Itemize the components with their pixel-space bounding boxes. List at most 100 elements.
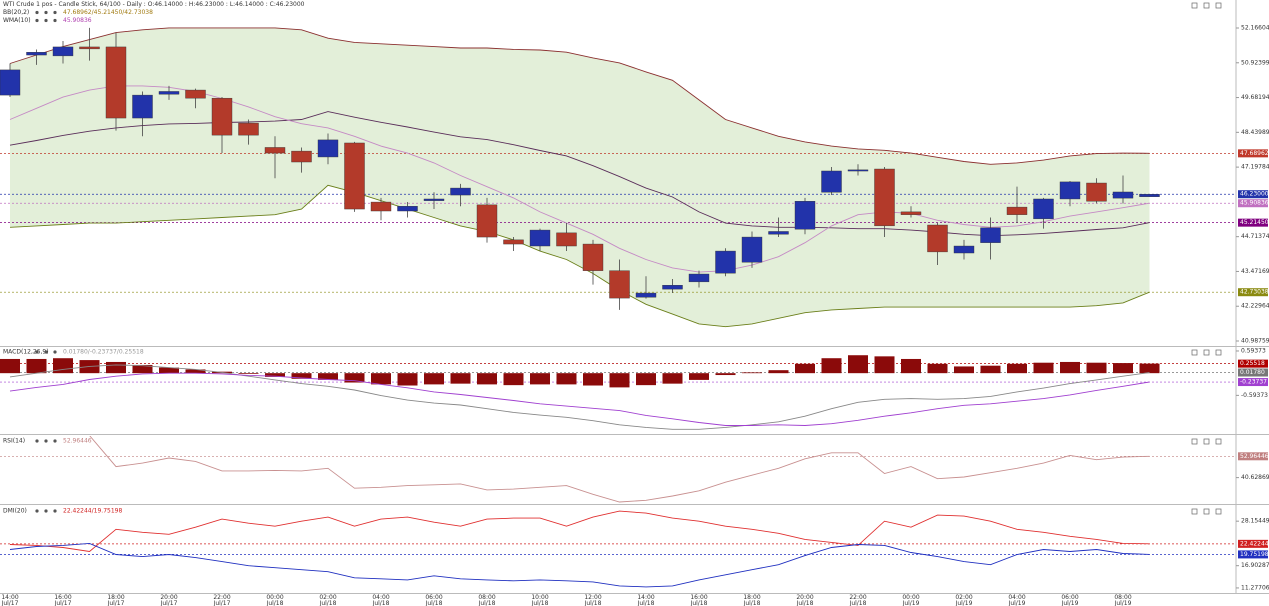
candle-body: [344, 142, 365, 210]
legend-icon-eye: [35, 18, 39, 23]
candle-body: [105, 46, 127, 119]
candle-body: [953, 245, 975, 254]
legend-icon-eye: [35, 439, 39, 443]
legend-icon-close: [44, 350, 48, 354]
indicator-name: MACD(12,26,9): [3, 349, 49, 356]
panel: [0, 436, 1235, 503]
indicator-name: BB(20,2): [3, 9, 29, 16]
candle-body: [1112, 191, 1134, 199]
histogram-bar: [980, 365, 1001, 374]
candle-body: [529, 229, 551, 247]
indicator-value: 52.96446: [63, 438, 92, 445]
indicator-line: [89, 436, 1150, 503]
histogram-bar: [132, 364, 153, 374]
x-tick-date: Jul/19: [955, 600, 973, 606]
panel-control: [1191, 349, 1198, 356]
candle-body: [476, 204, 498, 238]
x-tick-time: 16:00: [690, 594, 707, 601]
x-tick-date: Jul/17: [107, 600, 125, 606]
histogram-bar: [1139, 363, 1160, 374]
marker-label: 45.90836: [1240, 200, 1269, 207]
x-tick-date: Jul/19: [1114, 600, 1132, 606]
candle-body: [715, 250, 736, 274]
indicator-line: [9, 184, 1150, 328]
x-tick-time: 04:00: [1008, 594, 1025, 601]
marker-box: [1238, 199, 1268, 208]
x-tick-time: 10:00: [531, 594, 548, 601]
x-tick-date: Jul/19: [902, 600, 920, 606]
indicator-value: 0.01780/-0.23737/0.25518: [63, 349, 144, 356]
x-tick-date: Jul/18: [849, 600, 867, 606]
x-tick-time: 06:00: [425, 594, 442, 601]
x-tick-date: Jul/19: [1061, 600, 1079, 606]
panel: [0, 510, 1235, 588]
candle-body: [52, 46, 74, 57]
marker-label: 19.75198: [1240, 551, 1269, 558]
histogram-bar: [265, 373, 285, 377]
panel-control: [1215, 2, 1222, 9]
y-tick-label: -0.59373: [1241, 392, 1268, 399]
candle-body: [1059, 181, 1081, 200]
histogram-bar: [901, 358, 921, 374]
panel-control: [1215, 349, 1222, 356]
histogram-bar: [530, 373, 550, 385]
x-tick-date: Jul/18: [743, 600, 761, 606]
marker-box: [1238, 368, 1268, 377]
x-tick-date: Jul/17: [1, 600, 19, 606]
histogram-bar: [238, 373, 259, 374]
x-tick-date: Jul/18: [319, 600, 337, 606]
legend-icon-eye: [35, 350, 39, 354]
y-tick-label: 42.22964: [1241, 303, 1269, 310]
marker-label: 45.21450: [1240, 219, 1269, 226]
histogram-bar: [636, 373, 656, 386]
panel-control: [1191, 438, 1198, 445]
marker-box: [1238, 359, 1268, 368]
x-tick-date: Jul/17: [160, 600, 178, 606]
indicator-line: [9, 542, 1150, 588]
histogram-bar: [848, 355, 868, 374]
x-tick-time: 14:00: [637, 594, 654, 601]
marker-box: [1238, 218, 1268, 227]
panel-control: [1215, 508, 1222, 515]
y-tick-label: 49.68194: [1241, 94, 1269, 101]
histogram-bar: [609, 373, 630, 388]
x-tick-time: 06:00: [1061, 594, 1078, 601]
marker-label: 42.73038: [1240, 289, 1269, 296]
histogram-bar: [1033, 362, 1054, 374]
x-tick-date: Jul/18: [796, 600, 814, 606]
indicator-value: 45.90836: [63, 17, 92, 24]
panel-control: [1215, 438, 1222, 445]
legend-icon-close: [44, 10, 48, 15]
x-tick-date: Jul/18: [372, 600, 390, 606]
candle-body: [768, 231, 789, 235]
marker-label: 47.68962: [1240, 150, 1269, 157]
x-tick-time: 18:00: [107, 594, 124, 601]
histogram-bar: [556, 373, 577, 385]
marker-label: 22.42244: [1240, 540, 1269, 547]
marker-box: [1238, 149, 1268, 158]
candle-body: [370, 201, 392, 212]
candle-body: [0, 69, 21, 96]
legend-icon-gear: [53, 350, 57, 354]
panel-control: [1203, 349, 1210, 356]
indicator-line: [9, 27, 1150, 165]
histogram-bar: [344, 373, 365, 383]
y-tick-label: 11.27706: [1241, 584, 1269, 591]
y-tick-label: 52.16604: [1241, 24, 1269, 31]
candle-body: [79, 46, 100, 50]
indicator-line: [9, 510, 1150, 552]
panel: [0, 355, 1235, 430]
indicator-value: 47.68962/45.21450/42.73038: [63, 9, 153, 16]
panel: [0, 27, 1235, 328]
x-tick-time: 22:00: [849, 594, 866, 601]
y-tick-label: 50.92399: [1241, 59, 1269, 66]
histogram-bar: [662, 373, 683, 384]
panel-control: [1203, 2, 1210, 9]
legend-icon-eye: [35, 10, 39, 15]
histogram-bar: [450, 373, 471, 384]
indicator-value: 22.42244/19.75198: [63, 508, 122, 515]
candle-body: [264, 147, 286, 154]
panel-control: [1191, 508, 1198, 515]
candle-body: [821, 170, 842, 193]
